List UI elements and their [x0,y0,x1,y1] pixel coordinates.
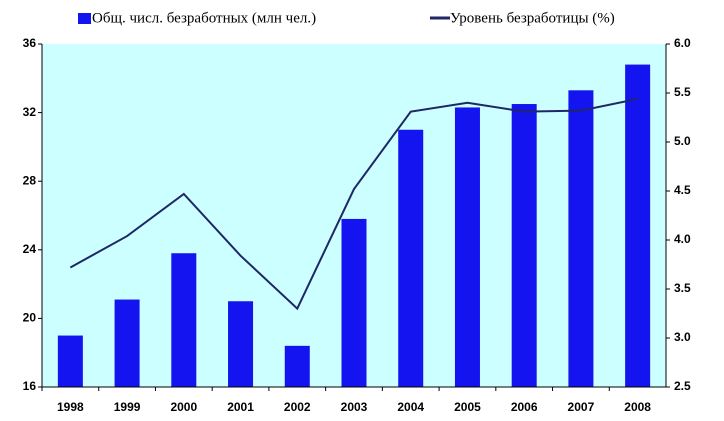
bar [568,90,594,388]
y-tick-label: 20 [23,311,37,325]
legend-swatch [78,13,91,24]
x-tick-label: 2001 [227,400,254,414]
x-tick-label: 2002 [284,400,311,414]
y2-tick-label: 3.0 [674,330,691,344]
y-tick-label: 32 [23,105,37,119]
bar [341,218,367,387]
y2-tick-label: 4.0 [674,232,691,246]
y-tick-label: 28 [23,173,37,187]
x-tick-label: 2005 [454,400,481,414]
bar [284,345,310,387]
legend-label: Уровень безработицы (%) [450,10,615,26]
x-tick-label: 1998 [57,400,84,414]
bar [454,107,480,387]
x-tick-label: 1999 [114,400,141,414]
x-tick-label: 2007 [568,400,595,414]
y2-tick-label: 6.0 [674,36,691,50]
x-tick-label: 2003 [341,400,368,414]
bar [228,301,254,387]
y2-tick-label: 2.5 [674,379,691,393]
bar [114,299,140,387]
x-tick-label: 2008 [624,400,651,414]
y2-tick-label: 5.0 [674,134,691,148]
line-series [69,97,638,311]
x-tick-label: 2004 [397,400,424,414]
y2-tick-label: 5.5 [674,85,691,99]
bar [625,64,651,387]
x-tick-label: 2000 [170,400,197,414]
y2-tick-label: 4.5 [674,183,691,197]
y-tick-label: 24 [23,242,37,256]
legend-label: Общ. числ. безработных (млн чел.) [92,10,316,26]
y2-tick-label: 3.5 [674,281,691,295]
bar [57,335,83,387]
y-tick-label: 16 [23,379,37,393]
bar [398,129,424,387]
x-tick-label: 2006 [511,400,538,414]
bar [511,104,537,388]
y-tick-label: 36 [23,36,37,50]
bar [171,253,197,387]
